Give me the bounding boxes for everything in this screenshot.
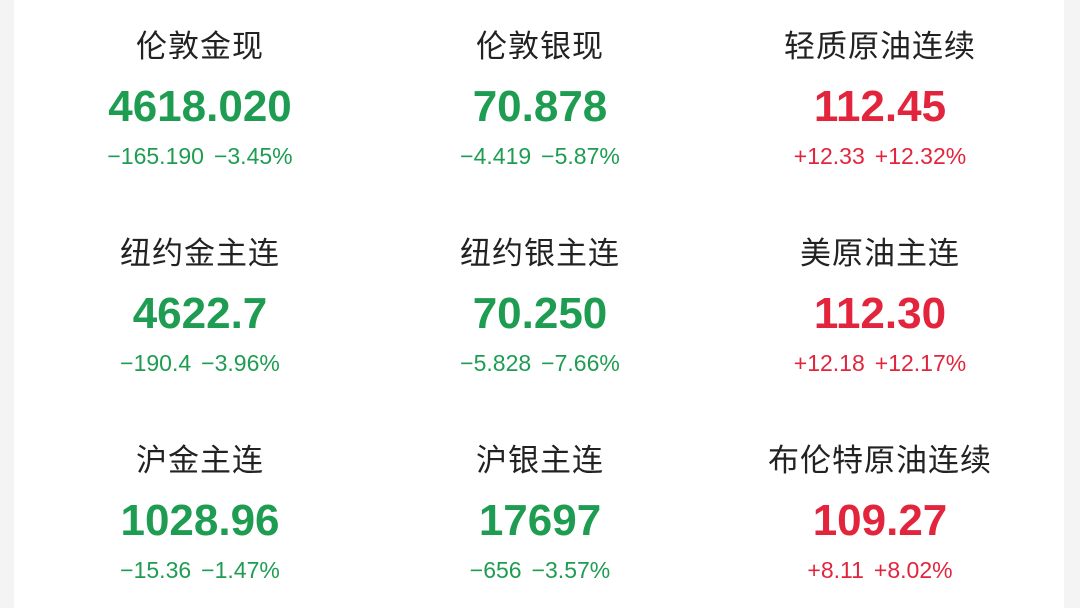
quote-name: 轻质原油连续 [784,29,976,64]
quote-change: −190.4 [120,350,192,376]
quote-change: −656 [469,557,522,583]
quote-change-pct: −1.47% [201,557,280,583]
quotes-card [14,0,1064,608]
quote-price: 112.45 [813,82,947,131]
quote-change-pct: −3.96% [201,350,280,376]
quote-change-row: +8.11 +8.02% [710,555,1050,585]
quote-change-row: −5.828 −7.66% [370,348,710,378]
quote-change-pct: +12.32% [874,143,967,169]
quote-price: 1028.96 [120,496,280,545]
quote-change-pct: +8.02% [873,557,953,583]
quote-price: 70.250 [472,289,608,338]
quote-change-pct: −7.66% [541,350,620,376]
quote-price: 70.878 [472,82,608,131]
quote-change-row: −165.190 −3.45% [30,141,370,171]
quote-name: 伦敦金现 [136,29,264,64]
quote-shfe-gold[interactable]: 沪金主连 1028.96 −15.36 −1.47% [30,441,370,585]
quote-shfe-silver[interactable]: 沪银主连 17697 −656 −3.57% [370,441,710,585]
quote-change: −4.419 [460,143,532,169]
quote-price: 4622.7 [132,289,268,338]
quote-name: 伦敦银现 [476,29,604,64]
quote-change-row: −656 −3.57% [370,555,710,585]
quote-price: 17697 [478,496,602,545]
quote-london-silver[interactable]: 伦敦银现 70.878 −4.419 −5.87% [370,27,710,171]
quote-change-pct: +12.17% [874,350,967,376]
quote-change-row: +12.33 +12.32% [710,141,1050,171]
quote-london-gold[interactable]: 伦敦金现 4618.020 −165.190 −3.45% [30,27,370,171]
quote-change-pct: −3.57% [531,557,611,583]
quote-name: 沪金主连 [136,443,264,478]
quote-change-row: −190.4 −3.96% [30,348,370,378]
quote-price: 4618.020 [108,82,292,131]
quote-name: 布伦特原油连续 [768,443,992,478]
quote-price: 112.30 [813,289,947,338]
quote-us-crude[interactable]: 美原油主连 112.30 +12.18 +12.17% [710,234,1050,378]
quote-name: 纽约金主连 [120,236,280,271]
quote-change-row: +12.18 +12.17% [710,348,1050,378]
quote-change-row: −15.36 −1.47% [30,555,370,585]
quote-change-pct: −3.45% [213,143,293,169]
quote-change-row: −4.419 −5.87% [370,141,710,171]
quote-change: +8.11 [807,557,864,583]
quote-light-crude[interactable]: 轻质原油连续 112.45 +12.33 +12.32% [710,27,1050,171]
quote-change: −165.190 [107,143,204,169]
quote-ny-silver[interactable]: 纽约银主连 70.250 −5.828 −7.66% [370,234,710,378]
quote-name: 纽约银主连 [460,236,620,271]
quote-brent-crude[interactable]: 布伦特原油连续 109.27 +8.11 +8.02% [710,441,1050,585]
quote-change: −5.828 [460,350,532,376]
quote-change-pct: −5.87% [541,143,620,169]
quote-change: +12.33 [793,143,865,169]
quote-ny-gold[interactable]: 纽约金主连 4622.7 −190.4 −3.96% [30,234,370,378]
quote-price: 109.27 [812,496,948,545]
quote-name: 美原油主连 [800,236,960,271]
quote-change: −15.36 [120,557,192,583]
quote-change: +12.18 [793,350,865,376]
quote-name: 沪银主连 [476,443,604,478]
